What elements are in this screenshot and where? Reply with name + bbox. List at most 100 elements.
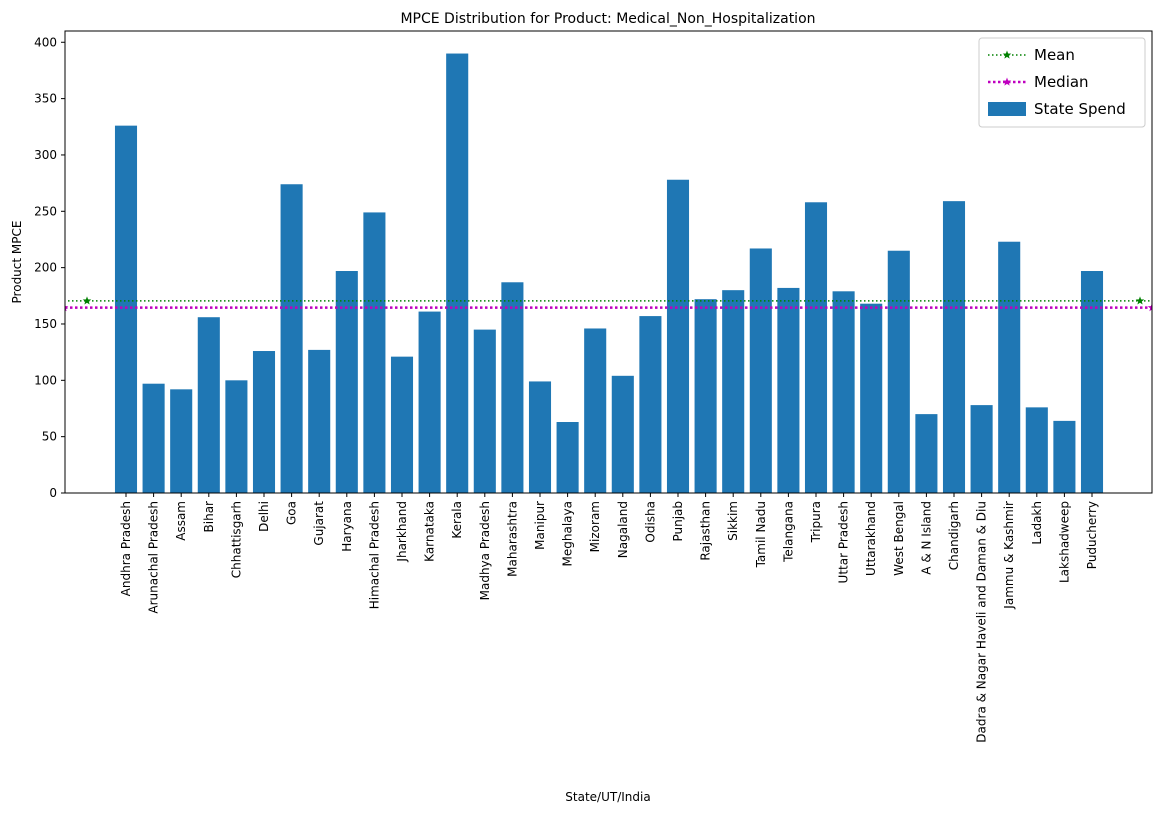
x-tick-label: Lakshadweep [1057, 501, 1071, 583]
x-tick-label: Tripura [809, 501, 823, 543]
bar [473, 329, 496, 493]
bar [170, 389, 193, 493]
bar [611, 375, 634, 493]
x-tick-label: Maharashtra [505, 501, 519, 577]
reference-line-marker [65, 305, 69, 312]
x-tick-label: Chhattisgarh [229, 501, 243, 578]
legend-label: State Spend [1034, 100, 1126, 118]
reference-lines-group [65, 296, 1152, 312]
x-tick-label: West Bengal [892, 501, 906, 576]
legend-item-mean: Mean [988, 46, 1075, 64]
reference-line-marker [1147, 303, 1152, 312]
legend-swatch-bar [988, 102, 1026, 116]
y-tick-label: 50 [42, 430, 57, 444]
bar [225, 380, 248, 493]
bar [363, 212, 386, 494]
x-tick-label: Bihar [202, 501, 216, 533]
x-tick-label: Kerala [450, 501, 464, 539]
x-tick-label: Gujarat [312, 501, 326, 546]
x-tick-label: Arunachal Pradesh [147, 501, 161, 614]
legend-label: Median [1034, 73, 1089, 91]
bar [998, 241, 1021, 493]
bar [832, 291, 855, 493]
x-tick-label: Dadra & Nagar Haveli and Daman & Diu [975, 501, 989, 743]
x-tick-label: Rajasthan [699, 501, 713, 561]
x-tick-label: Puducherry [1085, 501, 1099, 569]
bar [584, 328, 607, 493]
bar [446, 53, 469, 493]
x-tick-label: Punjab [671, 501, 685, 542]
bar [1053, 420, 1076, 493]
reference-line-marker [82, 296, 92, 305]
bar [666, 179, 690, 494]
bar [722, 290, 745, 493]
x-tick-label: Madhya Pradesh [478, 501, 492, 600]
bar [942, 201, 966, 493]
legend: Mean Median State Spend [978, 37, 1146, 128]
bar [197, 317, 220, 493]
bar [749, 248, 772, 493]
legend-swatch-marker [1002, 50, 1012, 59]
x-tick-label: Jammu & Kashmir [1002, 501, 1016, 610]
x-tick-label: Uttar Pradesh [837, 501, 851, 583]
legend-item-median: Median [988, 73, 1089, 91]
bar [114, 125, 138, 494]
bar [308, 349, 331, 493]
x-tick-label: Jharkhand [395, 501, 409, 563]
bar [1025, 407, 1048, 493]
bar [639, 316, 662, 493]
bar [915, 414, 938, 493]
bar [418, 311, 441, 493]
bar [556, 422, 579, 493]
x-tick-label: A & N Island [919, 501, 933, 575]
reference-line-marker [1135, 296, 1145, 305]
x-tick-label: Tamil Nadu [754, 501, 768, 568]
bar [887, 250, 910, 493]
bar [1080, 271, 1104, 493]
bar [694, 299, 717, 493]
y-tick-label: 150 [34, 317, 57, 331]
y-axis: 0 50 100 150 200 250 300 350 400 [34, 35, 65, 500]
y-tick-label: 0 [49, 486, 57, 500]
x-tick-label: Telangana [781, 501, 795, 563]
y-tick-label: 100 [34, 373, 57, 387]
bars-group [114, 53, 1104, 494]
legend-label: Mean [1034, 46, 1075, 64]
legend-swatch-marker [1002, 77, 1012, 86]
y-tick-label: 350 [34, 92, 57, 106]
bar [804, 202, 828, 493]
x-tick-label: Chandigarh [947, 501, 961, 570]
x-tick-label: Himachal Pradesh [367, 501, 381, 609]
legend-item-state-spend: State Spend [988, 100, 1126, 118]
x-tick-label: Delhi [257, 501, 271, 532]
bar [777, 287, 800, 493]
y-tick-label: 200 [34, 261, 57, 275]
chart-title: MPCE Distribution for Product: Medical_N… [400, 11, 815, 27]
x-tick-label: Ladakh [1030, 501, 1044, 545]
x-tick-label: Haryana [340, 501, 354, 552]
plot-frame [64, 30, 1153, 494]
bar [335, 271, 358, 493]
x-tick-label: Odisha [643, 501, 657, 543]
y-tick-label: 300 [34, 148, 57, 162]
bar [142, 383, 165, 493]
x-tick-label: Karnataka [423, 501, 437, 562]
bar [390, 356, 414, 493]
x-axis: Andhra Pradesh Arunachal Pradesh Assam Biha… [119, 493, 1099, 743]
y-axis-label: Product MPCE [10, 221, 24, 304]
x-tick-label: Manipur [533, 501, 547, 550]
x-axis-label: State/UT/India [565, 790, 650, 804]
x-tick-label: Goa [285, 501, 299, 525]
bar [280, 184, 303, 493]
x-tick-label: Assam [174, 501, 188, 541]
bar [252, 351, 276, 493]
x-tick-label: Andhra Pradesh [119, 501, 133, 596]
x-tick-label: Nagaland [616, 501, 630, 558]
x-tick-label: Sikkim [726, 501, 740, 541]
bar [501, 282, 524, 493]
y-tick-label: 250 [34, 204, 57, 218]
x-tick-label: Uttarakhand [864, 501, 878, 576]
x-tick-label: Meghalaya [561, 501, 575, 566]
y-tick-label: 400 [34, 35, 57, 49]
